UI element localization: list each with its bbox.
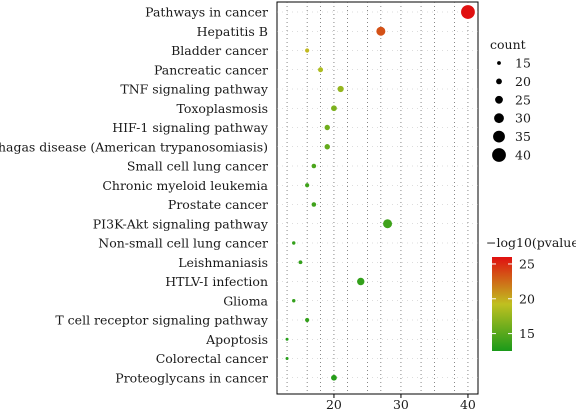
data-point xyxy=(311,202,317,207)
data-point xyxy=(331,374,337,381)
category-label: Chagas disease (American trypanosomiasis… xyxy=(0,139,268,154)
plot-panel xyxy=(276,1,479,395)
size-legend-dot xyxy=(497,61,501,65)
size-legend-label: 25 xyxy=(515,92,531,107)
data-point xyxy=(376,26,386,36)
data-point xyxy=(292,241,296,245)
grid-lines xyxy=(277,2,478,394)
data-point xyxy=(318,67,324,73)
category-label: T cell receptor signaling pathway xyxy=(55,313,269,328)
size-legend-label: 40 xyxy=(515,148,531,163)
category-label: Glioma xyxy=(223,293,268,308)
data-point xyxy=(305,48,310,53)
x-tick-label: 40 xyxy=(460,397,476,411)
category-label: Prostate cancer xyxy=(168,197,268,212)
color-legend-title: −log10(pvalue) xyxy=(486,235,576,250)
color-legend-label: 20 xyxy=(519,291,535,306)
data-point xyxy=(305,317,310,323)
data-point xyxy=(357,277,365,286)
size-legend-label: 15 xyxy=(515,56,531,71)
category-label: HTLV-I infection xyxy=(165,274,268,289)
data-point xyxy=(311,163,317,169)
size-legend-dot xyxy=(493,130,505,143)
size-legend-dot xyxy=(496,78,502,85)
color-legend: −log10(pvalue) 15 20 25 xyxy=(486,235,576,351)
category-label: Apoptosis xyxy=(205,332,268,347)
color-bar xyxy=(492,257,512,351)
data-point xyxy=(285,357,289,360)
x-axis-ticks: 20 30 40 xyxy=(326,394,476,411)
category-label: Bladder cancer xyxy=(171,43,268,58)
data-point xyxy=(337,85,344,93)
size-legend-title: count xyxy=(490,37,526,52)
data-point xyxy=(383,219,393,229)
size-legend-dot xyxy=(494,113,504,124)
category-label: Small cell lung cancer xyxy=(127,159,268,174)
x-tick-label: 20 xyxy=(326,397,342,411)
category-label: Hepatitis B xyxy=(197,24,268,39)
data-point xyxy=(285,337,289,341)
category-label: Colorectal cancer xyxy=(156,351,268,366)
size-legend: count 15 20 25 30 35 40 xyxy=(490,37,531,163)
data-point xyxy=(298,260,303,265)
size-legend-dot xyxy=(495,95,503,104)
category-label: PI3K-Akt signaling pathway xyxy=(93,216,269,231)
category-label: Proteoglycans in cancer xyxy=(115,370,268,385)
category-label: Pancreatic cancer xyxy=(154,62,268,77)
category-label: Toxoplasmosis xyxy=(176,101,268,116)
size-legend-label: 20 xyxy=(515,74,531,89)
color-legend-label: 15 xyxy=(519,326,535,341)
data-point xyxy=(324,144,330,150)
size-legend-dot xyxy=(492,148,506,162)
category-label: TNF signaling pathway xyxy=(120,82,269,97)
category-labels: Pathways in cancer Hepatitis B Bladder can… xyxy=(0,5,269,386)
data-points xyxy=(285,5,475,381)
data-point xyxy=(292,299,296,303)
data-point xyxy=(324,124,330,131)
category-label: HIF-1 signaling pathway xyxy=(112,120,269,135)
size-legend-label: 30 xyxy=(515,111,531,126)
size-legend-label: 35 xyxy=(515,129,531,144)
category-label: Leishmaniasis xyxy=(178,255,268,270)
category-label: Non-small cell lung cancer xyxy=(98,236,268,251)
data-point xyxy=(461,5,475,19)
data-point xyxy=(331,105,337,112)
data-point xyxy=(305,183,310,188)
category-label: Chronic myeloid leukemia xyxy=(102,178,268,193)
x-tick-label: 30 xyxy=(393,397,409,411)
category-label: Pathways in cancer xyxy=(145,5,268,20)
color-legend-label: 25 xyxy=(519,256,535,271)
